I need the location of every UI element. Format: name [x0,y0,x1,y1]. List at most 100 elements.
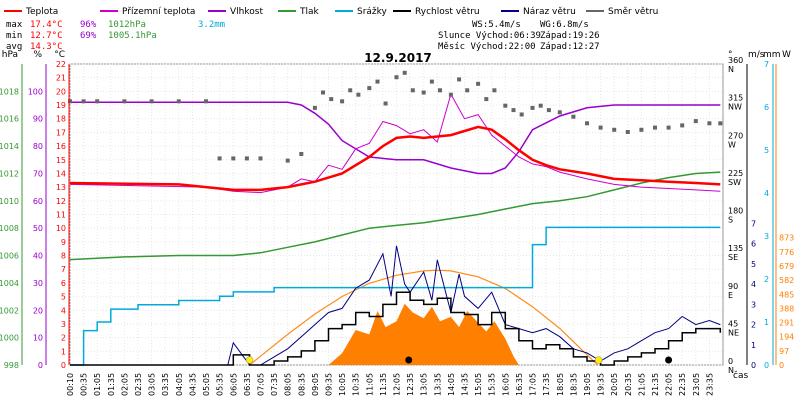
axis-tick-pct: 10 [33,334,43,343]
axis-tick-ms: 4 [751,280,756,289]
axis-tick-ms: 7 [751,220,756,229]
axis-tick-dir: N [728,65,734,74]
wind-direction-point [625,130,630,134]
x-tick-label: 01:35 [107,373,116,396]
axis-tick-hpa: 1018 [0,87,19,96]
axis-tick-temp: 1 [61,347,66,356]
info-mesic-zapad: Západ:12:27 [540,42,600,52]
axis-tick-deg: 180 [728,207,743,216]
axis-tick-ms: 6 [751,240,756,249]
axis-tick-mm: 2 [764,275,769,284]
axis-tick-mm: 6 [764,103,769,112]
x-tick-label: 08:05 [284,373,293,396]
wind-direction-point [81,99,86,104]
sun-event-marker [594,356,603,364]
axis-tick-deg: 90 [728,282,738,291]
x-tick-label: 17:05 [529,373,538,396]
axis-tick-wm2: 0 [779,361,784,370]
stat-min-press: 1005.1hPa [108,31,157,41]
axis-tick-hpa: 1008 [0,224,19,233]
axis-tick-hpa: 1014 [0,142,19,151]
axis-tick-temp: 22 [56,60,66,69]
series-srazky [70,226,721,366]
x-tick-label: 16:05 [501,373,510,396]
axis-tick-temp: 13 [56,183,66,192]
axis-tick-mm: 0 [764,361,769,370]
axis-tick-deg: 135 [728,244,743,253]
wind-direction-point [244,156,249,161]
series-rychlost [70,291,722,366]
x-tick-label: 21:05 [637,373,646,396]
x-tick-label: 18:05 [556,373,565,396]
x-tick-label: 14:05 [447,373,456,396]
axis-tick-temp: 8 [61,252,66,261]
x-tick-label: 20:35 [624,373,633,396]
axis-tick-pct: 80 [33,142,43,151]
wind-direction-point [448,92,453,97]
stat-avg-label: avg [6,42,22,52]
wind-direction-point [149,99,154,104]
axis-tick-temp: 6 [61,279,66,288]
wind-direction-point [122,99,127,104]
wind-direction-point [410,88,415,93]
x-tick-label: 22:35 [678,373,687,396]
wind-direction-point [383,101,388,106]
axis-tick-pct: 40 [33,252,43,261]
axis-tick-hpa: 1006 [0,252,19,261]
axis-tick-dir: N [728,366,734,375]
moon-event-marker [665,356,673,364]
x-tick-label: 23:05 [692,373,701,396]
wind-direction-point [204,99,208,104]
axis-tick-ms: 1 [751,341,756,350]
moon-event-marker [405,356,413,364]
wind-direction-point [598,125,603,130]
axis-tick-hpa: 1012 [0,170,19,179]
axis-tick-temp: 5 [61,293,66,302]
wind-direction-point [258,156,263,161]
stat-avg-temp: 14.3°C [30,42,63,52]
axis-tick-deg: 45 [728,319,738,328]
x-tick-label: 02:35 [134,373,143,396]
series-solar-curve [249,269,599,366]
wind-direction-point [321,90,325,95]
legend-label-srazky: Srážky [357,7,388,17]
wind-direction-point [438,88,442,93]
x-tick-label: 14:35 [461,373,470,396]
axis-tick-mm: 3 [764,232,769,241]
axis-tick-pct: 100 [28,87,43,96]
axis-tick-pct: 70 [33,170,43,179]
axis-tick-hpa: 1000 [0,334,19,343]
wind-direction-point [511,108,516,113]
axis-tick-dir: NW [728,103,742,112]
axis-tick-temp: 21 [56,74,66,83]
x-tick-label: 02:05 [120,373,129,396]
axis-tick-ms: 3 [751,300,756,309]
wind-direction-point [585,121,589,126]
x-tick-label: 18:35 [569,373,578,396]
axis-tick-pct: 60 [33,197,43,206]
axis-tick-pct: 20 [33,306,43,315]
axis-tick-temp: 9 [61,238,66,247]
axis-tick-wm2: 582 [779,276,794,285]
info-slunce-zapad: Západ:19:26 [540,31,600,41]
x-tick-label: 04:35 [188,373,197,396]
axis-tick-temp: 3 [61,320,66,329]
axis-tick-hpa: 1002 [0,306,19,315]
legend-label-naraz: Náraz větru [523,7,576,17]
x-tick-label: 15:35 [488,373,497,396]
wind-direction-point [612,127,617,132]
wind-direction-point [465,88,470,93]
x-tick-label: 09:35 [325,373,334,396]
x-tick-label: 03:35 [161,373,170,396]
axis-tick-temp: 12 [56,197,66,206]
stat-max-rain: 3.2mm [198,20,225,30]
info-slunce: Slunce Východ:06:39 [438,31,541,41]
x-tick-label: 17:35 [542,373,551,396]
wind-direction-point [329,97,334,102]
x-tick-label: 22:05 [665,373,674,396]
wind-direction-point [299,152,304,156]
wind-direction-point [492,88,497,93]
axis-tick-pct: 50 [33,224,43,233]
wind-direction-point [503,103,508,108]
